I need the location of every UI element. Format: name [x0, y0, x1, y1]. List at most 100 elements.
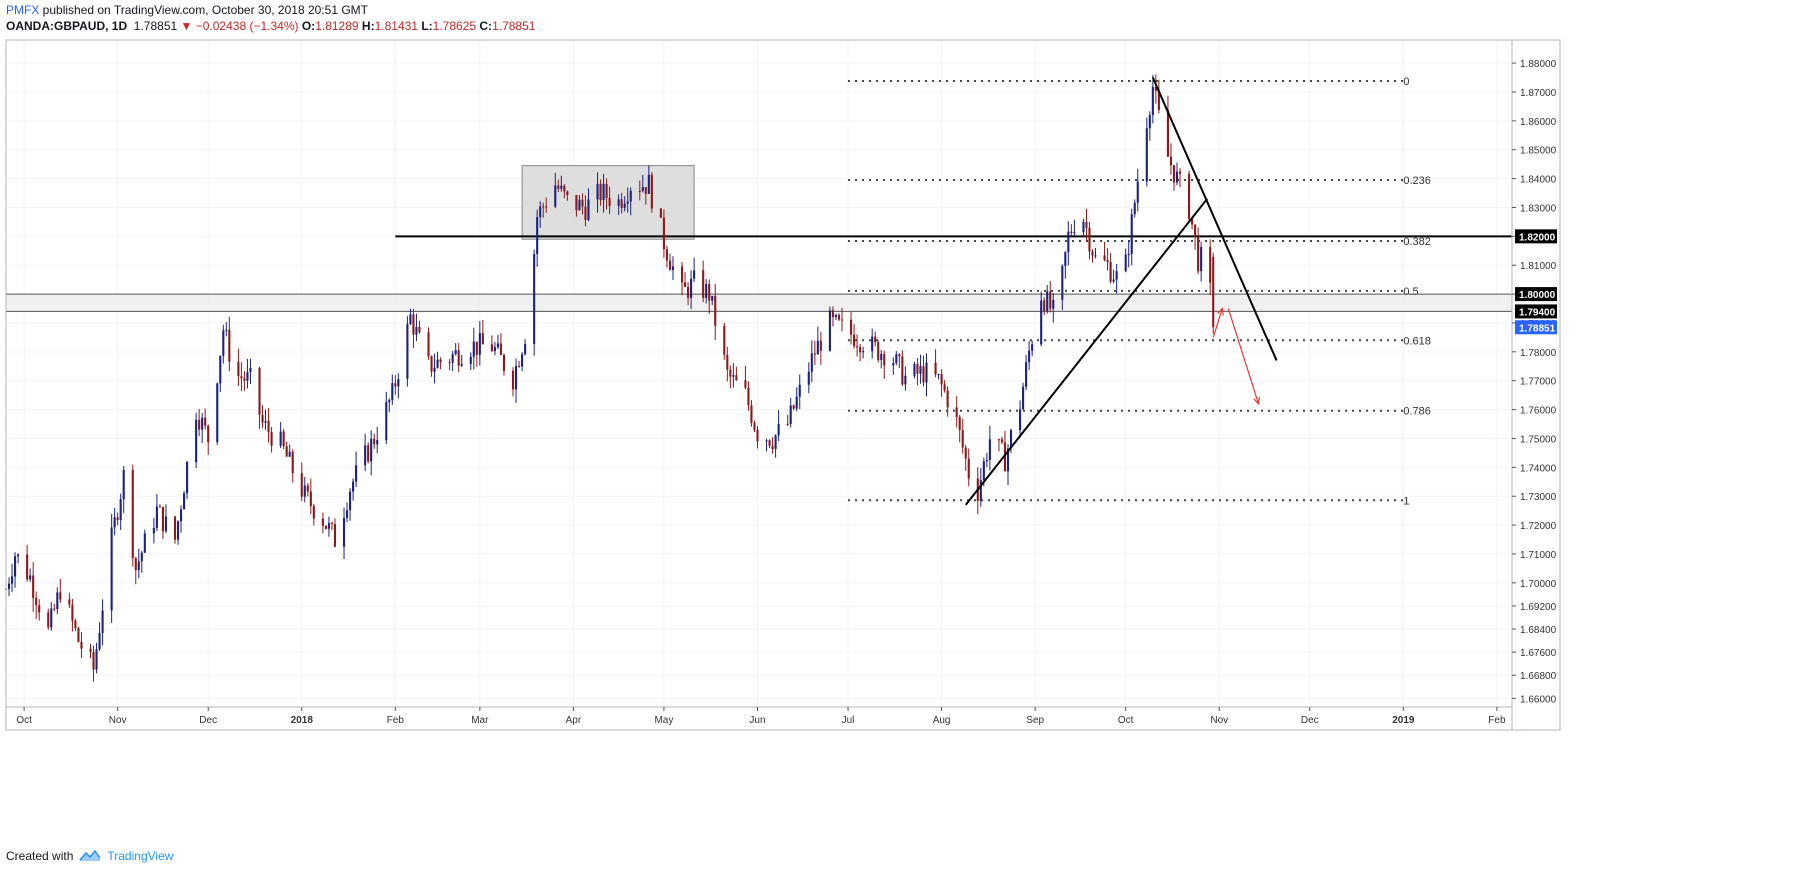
candle-body: [819, 340, 822, 351]
time-tick-label: Oct: [1118, 715, 1134, 726]
candle-body: [834, 314, 838, 317]
candle-body: [1073, 232, 1076, 234]
candle-body: [303, 485, 306, 497]
horizontal-levels[interactable]: [6, 235, 1512, 312]
candle-body: [514, 366, 518, 390]
candle-body: [1200, 246, 1203, 272]
candle-body: [1061, 265, 1064, 300]
plot-frame: [5, 39, 1561, 731]
candle-body: [161, 506, 164, 532]
time-axis[interactable]: Oct Nov Dec 2018 Feb Mar Apr May Jun Jul Aug Sep Oct…: [16, 707, 1506, 726]
candle-body: [1082, 221, 1085, 233]
candle-body: [35, 597, 38, 606]
candle-body: [837, 314, 841, 320]
candle-body: [644, 187, 647, 194]
candle-body: [469, 356, 472, 364]
fibonacci-retracement[interactable]: 0 0.236 0.382 0.5 0.618 0.786 1: [848, 76, 1431, 507]
candle-body: [1115, 271, 1118, 280]
candle-body: [575, 195, 578, 211]
candle-body: [584, 206, 587, 221]
candle-body: [587, 199, 590, 221]
candle-body: [982, 461, 985, 480]
candle-body: [542, 206, 545, 208]
candle-body: [988, 439, 991, 460]
candle-body: [518, 366, 521, 368]
candle-body: [1019, 409, 1022, 431]
candle-body: [711, 295, 714, 301]
candle-body: [1130, 214, 1133, 254]
projection-arrow[interactable]: [1212, 308, 1223, 338]
candle-body: [110, 527, 113, 611]
time-tick-label: Feb: [387, 715, 405, 726]
price-level-tag[interactable]: [1515, 304, 1557, 319]
candle-body: [433, 367, 436, 372]
candle-body: [186, 462, 189, 494]
published-text: published on TradingView.com, October 30…: [39, 3, 368, 17]
trendline[interactable]: [1151, 77, 1278, 361]
candle-body: [288, 451, 291, 457]
candle-body: [539, 206, 542, 218]
support-zone-fill: [6, 294, 1512, 312]
candle-body: [1049, 291, 1052, 309]
candle-body: [10, 576, 14, 584]
current-price-label: 1.78851: [1519, 323, 1556, 334]
candle-body: [557, 185, 560, 189]
price-axis[interactable]: 1.66000 1.66800 1.67600 1.68400 1.69200 1.700…: [1512, 59, 1557, 705]
candle-body: [786, 423, 789, 425]
candle-body: [270, 432, 273, 446]
candle-body: [324, 525, 327, 529]
candle-body: [892, 363, 895, 366]
candle-body: [925, 362, 928, 383]
price-tick-label: 1.66800: [1520, 671, 1557, 682]
candle-body: [32, 575, 35, 598]
tradingview-brand[interactable]: TradingView: [107, 849, 174, 863]
candle-body: [961, 430, 964, 448]
trendlines[interactable]: [964, 77, 1278, 506]
last-price-text: 1.78851: [133, 19, 178, 33]
candle-body: [327, 523, 330, 529]
candle-body: [1169, 156, 1173, 166]
candle-body: [47, 612, 50, 628]
candle-body: [511, 370, 515, 390]
publisher-name[interactable]: PMFX: [6, 3, 40, 17]
candle-body: [201, 417, 204, 430]
candle-body: [448, 362, 451, 364]
price-level-tag[interactable]: [1515, 287, 1557, 302]
candle-body: [533, 254, 536, 345]
price-level-tag-label: 1.80000: [1519, 290, 1556, 301]
time-tick-label: Mar: [471, 715, 489, 726]
candle-body: [1157, 90, 1160, 110]
projection-arrow[interactable]: [1227, 308, 1260, 404]
time-tick-label: Oct: [16, 715, 32, 726]
candle-body: [38, 605, 41, 613]
time-tick-label: Aug: [933, 715, 951, 726]
candle-body: [183, 493, 186, 510]
projection-arrows[interactable]: [1212, 307, 1261, 406]
price-tick-label: 1.70000: [1520, 579, 1557, 590]
candle-body: [228, 329, 231, 362]
candle-body: [451, 354, 454, 363]
candle-body: [859, 346, 862, 353]
candle-body: [330, 523, 334, 525]
candle-body: [454, 350, 457, 355]
fib-level-label: 0.786: [1403, 406, 1431, 418]
candle-body: [536, 217, 539, 255]
candle-body: [659, 208, 662, 218]
candle-body: [1197, 237, 1200, 272]
candle-body: [143, 533, 146, 553]
price-tick-label: 1.79000: [1520, 319, 1557, 330]
candle-body: [26, 554, 29, 580]
trendline[interactable]: [964, 198, 1208, 506]
candle-body: [499, 343, 503, 355]
candle-body: [240, 376, 243, 379]
fib-level-label: 0.382: [1403, 236, 1431, 248]
close-label: C:: [479, 19, 493, 33]
price-level-tag[interactable]: [1515, 229, 1557, 244]
candle-body: [155, 506, 158, 528]
candle-body: [744, 380, 747, 388]
candle-body: [566, 191, 569, 196]
price-tick-label: 1.81000: [1520, 261, 1557, 272]
candle-body: [638, 190, 641, 192]
candle-body: [74, 620, 77, 628]
